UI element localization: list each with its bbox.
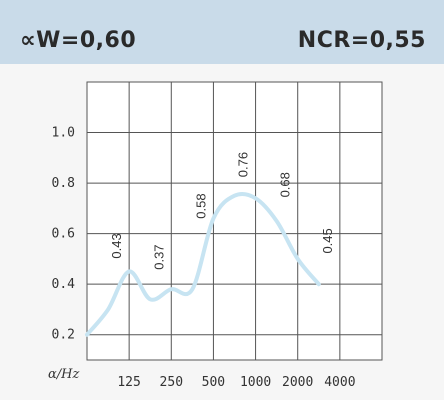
plot-area bbox=[87, 82, 382, 360]
absorption-curve bbox=[85, 191, 321, 337]
x-tick-label: 500 bbox=[202, 375, 225, 390]
x-tick-label: 250 bbox=[160, 375, 183, 390]
x-tick-label: 4000 bbox=[324, 375, 355, 390]
y-tick-label: 0.8 bbox=[52, 176, 75, 191]
data-label: 0.45 bbox=[320, 228, 335, 253]
chart-header: ∝W=0,60 NCR=0,55 bbox=[0, 0, 444, 65]
data-label: 0.37 bbox=[151, 244, 166, 269]
ncr-label: NCR=0,55 bbox=[297, 28, 426, 53]
axis-unit-label: α/Hz bbox=[48, 367, 79, 382]
x-tick-label: 125 bbox=[117, 375, 140, 390]
data-label: 0.43 bbox=[109, 233, 124, 258]
plot-border bbox=[86, 81, 383, 361]
alpha-w-label: ∝W=0,60 bbox=[20, 28, 137, 53]
y-tick-label: 1.0 bbox=[52, 126, 75, 141]
data-label: 0.58 bbox=[193, 193, 208, 218]
y-tick-label: 0.2 bbox=[52, 328, 75, 343]
y-tick-label: 0.6 bbox=[52, 227, 75, 242]
data-label: 0.68 bbox=[278, 172, 293, 197]
x-tick-label: 2000 bbox=[282, 375, 313, 390]
x-tick-label: 1000 bbox=[240, 375, 271, 390]
data-label: 0.76 bbox=[236, 152, 251, 177]
y-tick-label: 0.4 bbox=[52, 277, 76, 292]
